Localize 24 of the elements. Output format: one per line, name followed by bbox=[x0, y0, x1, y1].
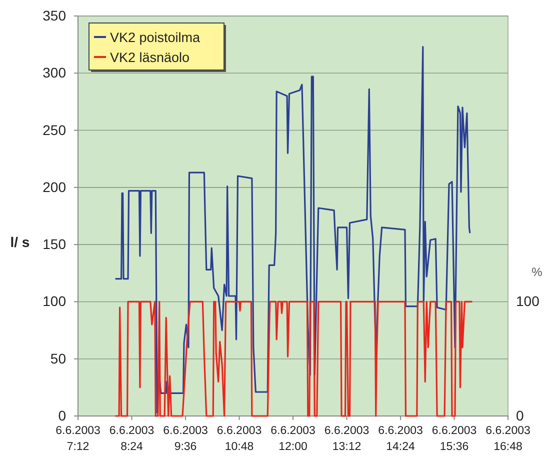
y2-axis-title: % bbox=[532, 265, 543, 279]
y2-tick-label: 100 bbox=[516, 293, 540, 310]
y-tick-label: 250 bbox=[42, 122, 66, 138]
x-tick-label: 6.6.2003 15:36 bbox=[432, 425, 477, 453]
y-tick-label: 200 bbox=[42, 178, 66, 195]
y-tick-label: 0 bbox=[58, 407, 66, 424]
legend-label: VK2 poistoilma bbox=[110, 30, 201, 45]
x-tick-label: 6.6.2003 12:00 bbox=[270, 425, 316, 453]
x-tick-label: 6.6.2003 10:48 bbox=[216, 425, 262, 453]
x-tick-label: 6.6.2003 8:24 bbox=[109, 425, 154, 453]
x-tick-label: 6.6.2003 7:12 bbox=[56, 425, 100, 453]
x-tick-label: 6.6.2003 16:48 bbox=[486, 425, 530, 453]
x-tick-label: 6.6.2003 14:24 bbox=[378, 425, 423, 453]
y-tick-label: 50 bbox=[50, 350, 66, 366]
y-tick-label: 150 bbox=[42, 236, 66, 252]
legend-label: VK2 läsnäolo bbox=[110, 50, 190, 65]
y2-tick-label: 0 bbox=[516, 407, 524, 424]
x-tick-label: 6.6.2003 13:12 bbox=[324, 425, 370, 453]
x-tick-label: 6.6.2003 9:36 bbox=[163, 425, 208, 453]
y-tick-label: 300 bbox=[42, 64, 66, 81]
line-series bbox=[114, 300, 473, 417]
y-axis-title: l/ s bbox=[10, 234, 30, 250]
y-tick-label: 100 bbox=[42, 293, 66, 310]
y-tick-label: 350 bbox=[42, 7, 66, 24]
